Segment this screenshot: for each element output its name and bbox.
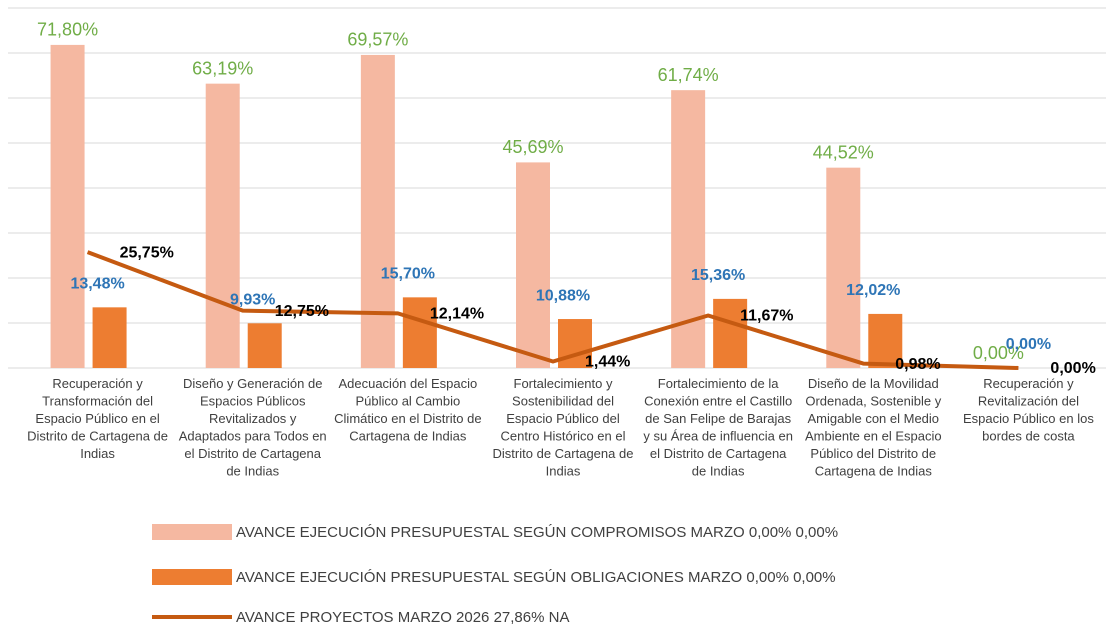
x-tick-line: Centro Histórico en el: [501, 429, 626, 444]
bar: [826, 167, 861, 368]
legend-label: AVANCE EJECUCIÓN PRESUPUESTAL SEGÚN OBLI…: [236, 569, 836, 586]
x-tick-line: Fortalecimiento de la: [658, 376, 779, 391]
x-tick-label: Diseño y Generación de Espacios Públicos R…: [179, 376, 327, 479]
data-label: 61,74%: [658, 65, 719, 85]
x-tick-line: Cartagena de Indias: [815, 464, 933, 479]
bar: [50, 44, 85, 369]
data-label: 12,02%: [846, 282, 900, 299]
x-tick-line: Indias: [546, 464, 581, 479]
bar: [516, 162, 550, 368]
x-tick-line: el Distrito de Cartagena: [184, 446, 321, 461]
x-tick-line: Amigable con el Medio: [808, 411, 940, 426]
data-label: 63,19%: [192, 58, 253, 78]
bar: [92, 307, 127, 368]
legend-swatch: [152, 524, 232, 540]
data-label: 15,70%: [381, 266, 435, 283]
x-tick-label: Fortalecimiento de la Conexión entre el C…: [643, 376, 793, 479]
x-tick-line: Diseño y Generación de: [183, 376, 322, 391]
x-tick-line: Ambiente en el Espacio: [805, 429, 942, 444]
data-label: 0,00%: [973, 343, 1024, 363]
bar: [402, 297, 437, 368]
bar: [247, 323, 282, 368]
line: [86, 250, 1019, 370]
x-tick-label: Fortalecimiento y Sostenibilidad del Espac…: [493, 376, 634, 479]
x-tick-line: Recuperación y: [52, 376, 143, 391]
x-tick-line: Distrito de Cartagena de: [27, 429, 168, 444]
line-label: 0,98%: [895, 356, 940, 373]
x-tick-line: Espacio Público en los: [963, 411, 1094, 426]
x-tick-line: Diseño de la Movilidad: [808, 376, 939, 391]
bar: [868, 313, 903, 368]
legend-label: AVANCE EJECUCIÓN PRESUPUESTAL SEGÚN COMP…: [236, 524, 838, 541]
x-tick-line: Espacio Público en el: [35, 411, 159, 426]
line-label: 12,75%: [275, 303, 329, 320]
x-tick-line: el Distrito de Cartagena: [650, 446, 787, 461]
data-label: 69,57%: [347, 30, 408, 50]
x-tick-label: Recuperación y Revitalización del Espacio …: [963, 376, 1094, 444]
x-tick-line: Climático en el Distrito de: [334, 411, 481, 426]
bar: [713, 298, 748, 368]
x-tick-line: Público del Distrito de: [810, 446, 936, 461]
line-label: 11,67%: [740, 308, 793, 325]
x-tick-line: Espacios Públicos: [200, 394, 306, 409]
x-tick-line: de Indias: [226, 464, 279, 479]
data-label: 0,00%: [1006, 336, 1051, 353]
x-tick-label: Diseño de la Movilidad Ordenada, Sostenib…: [805, 376, 942, 479]
x-tick-line: Ordenada, Sostenible y: [805, 394, 941, 409]
data-label: 9,93%: [230, 292, 275, 309]
x-tick-line: Cartagena de Indias: [349, 429, 467, 444]
data-label: 71,80%: [37, 20, 98, 40]
x-tick-line: Adecuación del Espacio: [338, 376, 477, 391]
data-label: 10,88%: [536, 287, 590, 304]
x-tick-line: bordes de costa: [982, 429, 1075, 444]
x-tick-line: y su Área de influencia en: [643, 429, 793, 444]
x-tick-line: Indias: [80, 446, 115, 461]
x-tick-line: Revitalización del: [978, 394, 1079, 409]
line-label: 25,75%: [120, 244, 174, 261]
x-tick-line: Recuperación y: [983, 376, 1074, 391]
x-tick-label: Recuperación y Transformación del Espacio …: [27, 376, 168, 461]
data-label: 45,69%: [502, 137, 563, 157]
x-tick-line: Transformación del: [42, 394, 153, 409]
legend-label: AVANCE PROYECTOS MARZO 2026 27,86% NA: [236, 609, 569, 626]
line-label: 0,00%: [1050, 360, 1095, 377]
line-label: 1,44%: [585, 354, 630, 371]
x-tick-line: Sostenibilidad del: [512, 394, 614, 409]
line-label: 12,14%: [430, 306, 484, 323]
data-label: 44,52%: [813, 142, 874, 162]
x-tick-label: Adecuación del Espacio Público al Cambio C…: [334, 376, 481, 444]
x-tick-line: Adaptados para Todos en: [179, 429, 327, 444]
legend-swatch: [152, 569, 232, 585]
data-label: 13,48%: [70, 276, 124, 293]
x-tick-line: Revitalizados y: [209, 411, 297, 426]
x-tick-line: Público al Cambio: [355, 394, 460, 409]
x-tick-line: de San Felipe de Barajas: [645, 411, 791, 426]
bar: [360, 54, 395, 369]
x-tick-line: Distrito de Cartagena de: [493, 446, 634, 461]
data-label: 15,36%: [691, 267, 745, 284]
x-tick-line: Espacio Público del: [506, 411, 620, 426]
bar: [205, 83, 240, 369]
x-tick-line: Fortalecimiento y: [514, 376, 613, 391]
x-tick-line: de Indias: [692, 464, 745, 479]
x-tick-line: Conexión entre el Castillo: [644, 394, 792, 409]
